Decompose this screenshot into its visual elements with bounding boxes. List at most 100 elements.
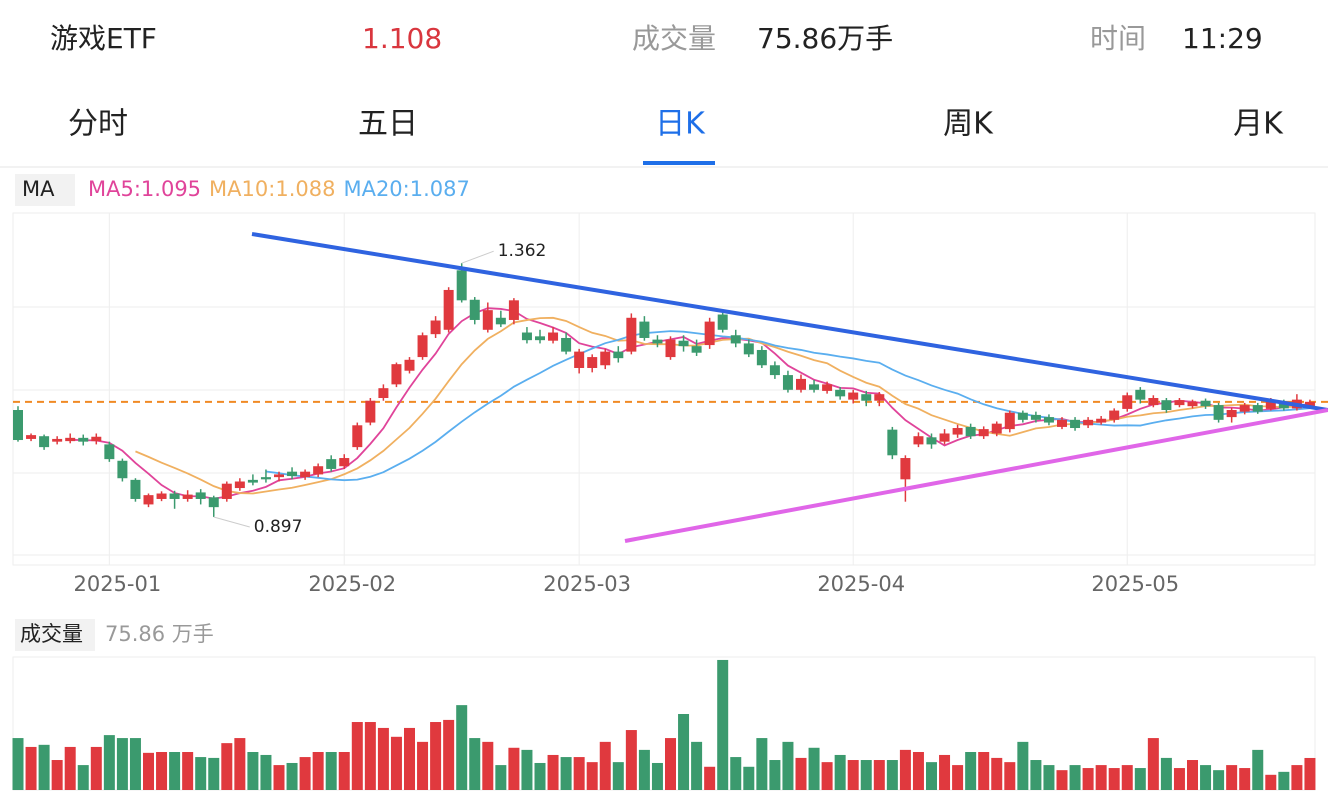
- candle-body: [313, 466, 324, 475]
- volume-frame: [12, 656, 1316, 791]
- candle-body: [1148, 398, 1159, 406]
- candle-body: [469, 299, 480, 320]
- volume-bar: [769, 760, 781, 790]
- candle-body: [39, 436, 50, 448]
- tab[interactable]: 分时: [68, 107, 128, 142]
- candle-body: [835, 389, 846, 397]
- volume-bar: [978, 752, 990, 790]
- ma-legend-item: MA5:1.095: [88, 177, 201, 201]
- volume-bar: [847, 760, 859, 790]
- volume-bar: [743, 766, 755, 790]
- volume-bar: [51, 760, 63, 790]
- volume-bar: [625, 730, 637, 790]
- tab[interactable]: 月K: [1233, 107, 1284, 142]
- high-label: 1.362: [498, 241, 547, 261]
- volume-bar: [260, 754, 272, 790]
- volume-bar: [143, 752, 154, 790]
- tab[interactable]: 五日: [358, 107, 418, 142]
- price-plot: 2025-01 2025-02 2025-03 2025-04 2025-05 1.362…: [13, 213, 1328, 596]
- candle-body: [1043, 417, 1054, 423]
- volume-bar: [1200, 765, 1212, 790]
- tabs: 分时 五日 日K 周K 月K: [68, 107, 1284, 165]
- fund-name: 游戏ETF: [50, 22, 157, 55]
- candle-body: [456, 270, 467, 301]
- candle-body: [260, 477, 271, 480]
- volume-bar: [90, 746, 102, 790]
- candle-body: [991, 423, 1002, 434]
- volume-bar: [1030, 760, 1042, 790]
- volume-bar: [1043, 765, 1055, 790]
- volume-bar: [338, 752, 350, 790]
- candle-body: [691, 346, 702, 353]
- candle-body: [169, 493, 180, 499]
- candle-body: [404, 359, 415, 371]
- volume: 75.86万手: [757, 22, 893, 55]
- candle-body: [104, 444, 115, 460]
- tab[interactable]: 周K: [943, 107, 994, 142]
- volume-bar: [482, 741, 494, 790]
- candle-body: [508, 300, 519, 320]
- time-label: 时间: [1090, 22, 1146, 55]
- volume-bar: [12, 738, 24, 790]
- candle-body: [1135, 389, 1146, 400]
- candle-body: [1004, 412, 1015, 430]
- volume-bar: [678, 714, 690, 790]
- volume-bar: [912, 752, 924, 790]
- volume-bar: [939, 754, 951, 790]
- volume-bar: [1173, 768, 1185, 790]
- volume-bar: [129, 738, 141, 790]
- volume-bar: [1278, 771, 1290, 790]
- candle-body: [587, 357, 598, 368]
- candle-body: [208, 497, 219, 508]
- volume-bar: [1147, 738, 1159, 790]
- volume-bar: [534, 762, 546, 790]
- volume-bar: [834, 754, 846, 790]
- candle-body: [521, 332, 532, 341]
- volume-label: 成交量: [632, 22, 716, 55]
- volume-bar: [952, 765, 964, 790]
- candle-body: [495, 317, 506, 325]
- candle-body: [352, 425, 363, 448]
- candle-body: [730, 335, 741, 344]
- candle-body: [247, 479, 258, 483]
- volume-bar: [1004, 762, 1016, 790]
- volume-bar: [1160, 757, 1172, 790]
- x-tick-label: 2025-01: [73, 572, 161, 596]
- candle-body: [130, 479, 141, 499]
- candle-body: [195, 492, 206, 499]
- candle-body: [378, 388, 389, 399]
- low-label: 0.897: [254, 517, 303, 537]
- price: 1.108: [362, 22, 442, 55]
- volume-bar: [156, 752, 168, 790]
- candle-body: [443, 289, 454, 330]
- grid: [13, 306, 1315, 556]
- ma-legend-item: MA20:1.087: [343, 177, 469, 201]
- volume-bar: [926, 762, 937, 790]
- candle-body: [26, 435, 37, 439]
- volume-bar: [991, 757, 1003, 790]
- candle-body: [1187, 401, 1198, 407]
- candle-body: [1226, 410, 1237, 418]
- volume-bar: [1291, 765, 1303, 790]
- tab[interactable]: 日K: [655, 107, 706, 142]
- volume-bar: [443, 719, 455, 790]
- candle-body: [91, 436, 102, 442]
- candle-body: [717, 314, 728, 330]
- volume-bar: [417, 741, 429, 790]
- ma-legend: MA5:1.095 MA10:1.088 MA20:1.087: [88, 177, 470, 201]
- volume-bar: [965, 752, 977, 790]
- volume-bar: [508, 747, 520, 790]
- candle-body: [1057, 419, 1067, 427]
- volume-bar: [873, 760, 885, 790]
- candle-body: [274, 474, 284, 478]
- trend-line-lower: [624, 408, 1328, 543]
- candle-body: [52, 438, 63, 442]
- volume-bar: [1304, 757, 1316, 790]
- candle-body: [182, 494, 193, 499]
- volume-box: [15, 619, 95, 651]
- volume-bar: [273, 765, 285, 790]
- volume-bar: [586, 762, 598, 790]
- high-pointer: [461, 250, 494, 264]
- volume-bar: [299, 757, 311, 790]
- candle-body: [13, 410, 23, 441]
